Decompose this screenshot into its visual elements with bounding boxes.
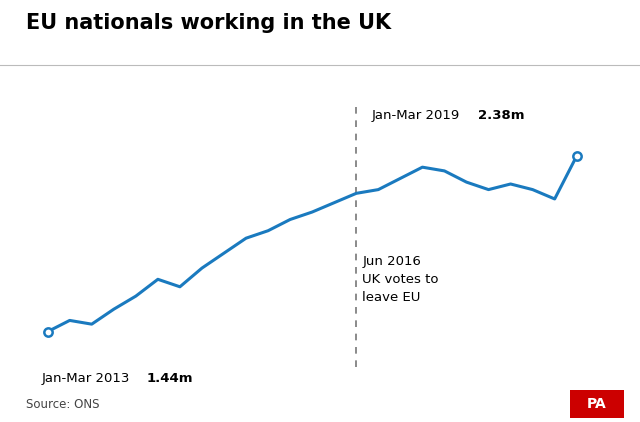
Text: Jun 2016
UK votes to
leave EU: Jun 2016 UK votes to leave EU <box>362 255 439 304</box>
Text: PA: PA <box>587 397 607 411</box>
Text: 2.38m: 2.38m <box>477 109 524 122</box>
Text: Jan-Mar 2019: Jan-Mar 2019 <box>372 109 465 122</box>
Text: Jan-Mar 2013: Jan-Mar 2013 <box>41 372 134 385</box>
Text: 1.44m: 1.44m <box>147 372 193 385</box>
Text: Source: ONS: Source: ONS <box>26 398 99 411</box>
Text: EU nationals working in the UK: EU nationals working in the UK <box>26 13 391 32</box>
